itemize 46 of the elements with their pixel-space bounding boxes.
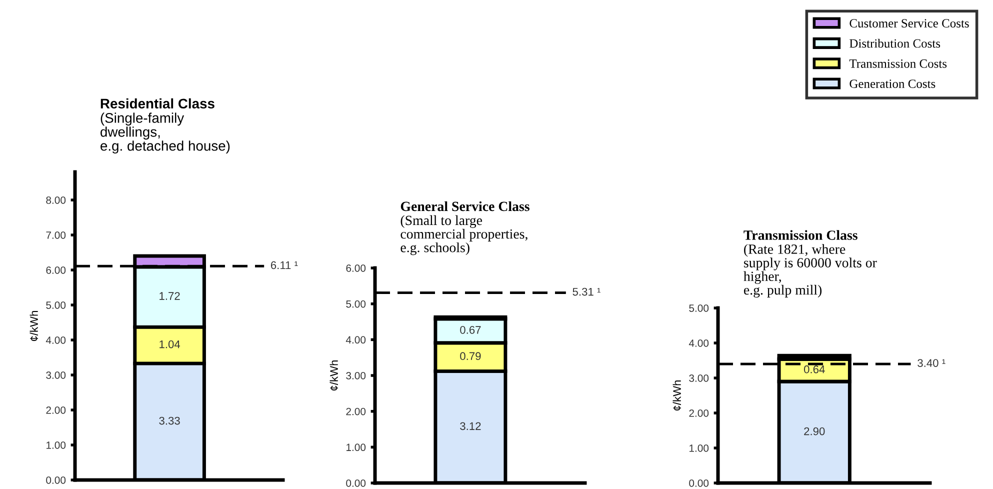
legend-label: Transmission Costs xyxy=(849,59,947,68)
y-axis-title: ¢/kWh xyxy=(30,310,38,342)
y-tick-label: 7.00 xyxy=(46,232,66,239)
y-tick-label: 5.00 xyxy=(346,300,366,308)
y-tick-label: 3.00 xyxy=(46,372,66,379)
y-tick-label: 6.00 xyxy=(46,266,66,274)
chart-subtitle: (Small to large commercial properties, e.g. schools) xyxy=(400,215,528,256)
legend-label: Generation Costs xyxy=(850,80,936,88)
data-label: 3.12 xyxy=(460,422,481,430)
y-tick-label: 5.00 xyxy=(46,302,66,309)
y-tick-label: 5.00 xyxy=(689,304,709,312)
y-tick-label: 6.00 xyxy=(346,264,366,272)
y-tick-label: 2.00 xyxy=(46,406,66,414)
data-label: 0.79 xyxy=(460,352,481,360)
y-tick-label: 0.00 xyxy=(46,476,66,484)
y-tick-label: 2.00 xyxy=(346,408,366,416)
data-label: 2.90 xyxy=(804,427,825,436)
legend-label: Customer Service Costs xyxy=(850,19,969,28)
y-tick-label: 4.00 xyxy=(46,336,66,344)
data-label: 3.33 xyxy=(159,416,180,425)
y-tick-label: 2.00 xyxy=(689,410,709,417)
y-tick-label: 4.00 xyxy=(688,340,709,347)
y-tick-label: 1.00 xyxy=(46,442,66,449)
chart-subtitle: (Rate 1821, where supply is 60000 volts or higher, e.g. pulp mill) xyxy=(744,244,877,298)
data-label: 1.72 xyxy=(160,292,180,300)
legend-label: Distribution Costs xyxy=(850,38,940,48)
y-tick-label: 4.00 xyxy=(346,336,366,344)
y-tick-label: 3.00 xyxy=(689,374,709,382)
y-tick-label: 3.00 xyxy=(346,372,366,380)
y-tick-label: 0.00 xyxy=(689,480,709,487)
y-tick-label: 8.00 xyxy=(46,196,66,204)
data-label: 1.04 xyxy=(160,340,180,348)
y-tick-label: 0.00 xyxy=(346,480,366,487)
chart-title: General Service Class xyxy=(400,201,530,212)
ref-line-label: 6.11 ¹ xyxy=(270,261,298,270)
chart-subtitle: (Single-family dwellings, e.g. detached house) xyxy=(100,112,230,154)
chart-title: Residential Class xyxy=(100,98,214,109)
y-axis-title: ¢/kWh xyxy=(672,380,682,411)
data-label: 0.64 xyxy=(804,365,825,374)
data-label: 0.67 xyxy=(460,326,481,334)
chart-title: Transmission Class xyxy=(744,230,858,240)
ref-line-label: 5.31 ¹ xyxy=(572,288,600,296)
ref-line-label: 3.40 ¹ xyxy=(918,359,946,367)
y-tick-label: 1.00 xyxy=(689,444,709,452)
y-axis-title: ¢/kWh xyxy=(330,360,338,391)
y-tick-label: 1.00 xyxy=(346,444,366,452)
